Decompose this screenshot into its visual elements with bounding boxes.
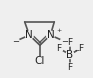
- Text: −: −: [12, 37, 19, 46]
- Text: F: F: [67, 38, 72, 47]
- Text: −: −: [74, 47, 79, 52]
- Text: N: N: [25, 30, 33, 40]
- Circle shape: [61, 37, 68, 45]
- Text: F: F: [56, 44, 62, 53]
- Circle shape: [77, 44, 85, 52]
- Text: −: −: [61, 37, 68, 46]
- Circle shape: [25, 31, 33, 39]
- Circle shape: [66, 51, 74, 58]
- Circle shape: [46, 31, 54, 39]
- Circle shape: [66, 38, 74, 46]
- Text: B: B: [66, 50, 73, 60]
- Text: N: N: [46, 30, 54, 40]
- Circle shape: [11, 37, 19, 45]
- Text: Cl: Cl: [35, 56, 45, 66]
- Text: F: F: [67, 63, 72, 72]
- Text: +: +: [56, 28, 61, 33]
- Circle shape: [55, 44, 63, 52]
- Circle shape: [36, 57, 44, 65]
- Circle shape: [66, 63, 74, 71]
- Text: F: F: [78, 44, 83, 53]
